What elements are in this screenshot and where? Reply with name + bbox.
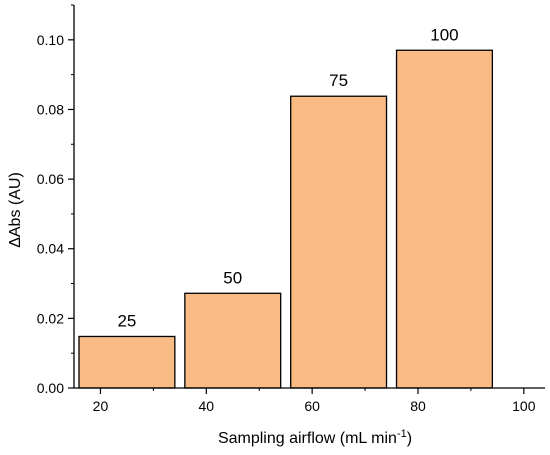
bar-100 [395,49,494,389]
x-tick-label-60: 60 [304,398,320,414]
x-tick-label-20: 20 [93,398,109,414]
bar-25 [78,335,176,389]
data-label-75: 75 [329,71,348,90]
bar-50 [184,292,282,389]
y-axis-title: ΔAbs (AU) [7,172,24,248]
y-tick-label-0.00: 0.00 [37,380,64,396]
y-tick-label-0.02: 0.02 [37,310,64,326]
y-tick-label-0.08: 0.08 [37,101,64,117]
axes-layer: 0.00 0.02 0.04 0.06 0.08 0.10 20 40 60 80 100 [37,4,545,414]
bar-75 [290,95,388,389]
x-axis-title: Sampling airflow (mL min-1) [218,428,412,447]
x-axis-title-superscript: -1 [397,428,407,440]
bars-layer [78,49,494,389]
x-tick-label-80: 80 [410,398,426,414]
y-tick-label-0.04: 0.04 [37,241,64,257]
y-tick-label-0.06: 0.06 [37,171,64,187]
data-label-100: 100 [430,25,458,44]
data-label-25: 25 [117,311,136,330]
y-tick-label-0.10: 0.10 [37,32,64,48]
x-tick-label-100: 100 [512,398,536,414]
data-label-50: 50 [223,268,242,287]
x-tick-label-40: 40 [199,398,215,414]
x-axis-title-suffix: ) [407,430,412,447]
data-labels-layer: 25 50 75 100 [117,25,458,330]
